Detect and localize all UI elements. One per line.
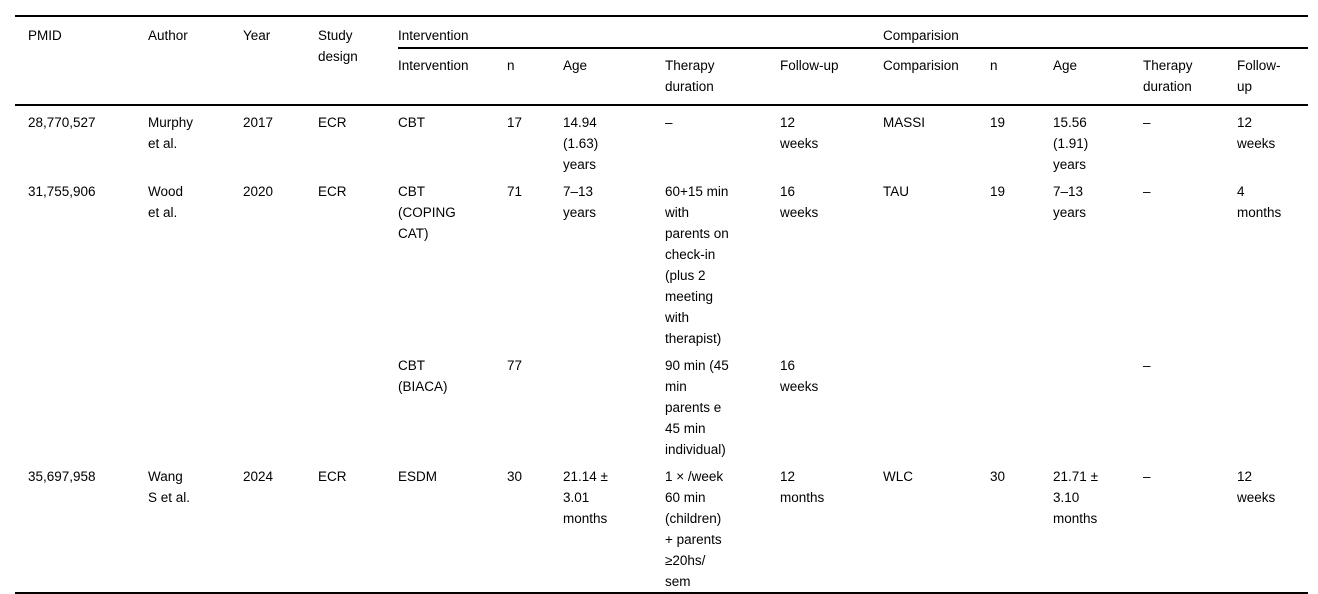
table-row-wood-2020-arm1: 31,755,906 Wood et al. 2020 ECR CBT (COP… — [15, 175, 1308, 349]
cell-comparison-therapy-duration: – — [1143, 469, 1151, 484]
col-header-comparison-follow-up: Follow- up — [1237, 48, 1309, 106]
cell-intervention-name: ESDM — [398, 469, 438, 484]
cell-study-design — [318, 349, 398, 460]
cell-comparison-name: TAU — [883, 184, 910, 199]
cell-comparison-follow-up — [1237, 349, 1308, 460]
cell-intervention-therapy-duration: 1 × /week 60 min (children) + parents ≥2… — [665, 469, 724, 589]
cell-comparison-n — [990, 349, 1053, 460]
cell-comparison-name: MASSI — [883, 115, 926, 130]
cell-comparison-name — [883, 349, 990, 460]
cell-author: Murphy et al. — [148, 115, 194, 151]
cell-year — [243, 349, 318, 460]
col-header-intervention-n: n — [507, 48, 563, 106]
cell-intervention-n: 71 — [507, 184, 523, 199]
cell-pmid: 35,697,958 — [28, 469, 96, 484]
cell-author: Wang S et al. — [148, 469, 191, 505]
cell-intervention-name: CBT (BIACA) — [398, 358, 448, 394]
group-header-comparison: Comparision — [883, 16, 1309, 49]
cell-intervention-follow-up: 16 weeks — [780, 184, 819, 220]
cell-author — [148, 349, 243, 460]
cell-year: 2024 — [243, 469, 274, 484]
table-header: PMID Author Year Study design Interventi… — [15, 16, 1309, 106]
cell-intervention-age: 21.14 ± 3.01 months — [563, 469, 608, 526]
cell-intervention-n: 17 — [507, 115, 523, 130]
cell-intervention-therapy-duration: 60+15 min with parents on check-in (plus… — [665, 184, 729, 346]
cell-comparison-therapy-duration: – — [1143, 115, 1151, 130]
cell-intervention-age — [563, 349, 665, 460]
cell-intervention-name: CBT (COPING CAT) — [398, 184, 456, 241]
cell-intervention-age: 7–13 years — [563, 184, 597, 220]
cell-comparison-n: 19 — [990, 184, 1006, 199]
table-body: 28,770,527 Murphy et al. 2017 ECR CBT 17… — [15, 105, 1308, 593]
cell-comparison-follow-up: 12 weeks — [1237, 115, 1276, 151]
group-header-intervention: Intervention — [398, 16, 884, 49]
col-header-comparison-n: n — [990, 48, 1054, 106]
cell-intervention-follow-up: 12 months — [780, 469, 825, 505]
col-header-study-design: Study design — [318, 16, 398, 106]
cell-comparison-name: WLC — [883, 469, 914, 484]
col-header-author: Author — [148, 16, 243, 106]
cell-intervention-n: 77 — [507, 358, 523, 373]
cell-intervention-follow-up: 12 weeks — [780, 115, 819, 151]
cell-intervention-n: 30 — [507, 469, 523, 484]
table-row-wang-2024: 35,697,958 Wang S et al. 2024 ECR ESDM 3… — [15, 460, 1308, 593]
col-header-intervention-therapy-duration: Therapy duration — [665, 48, 780, 106]
col-header-year: Year — [243, 16, 318, 106]
cell-study-design: ECR — [318, 469, 347, 484]
cell-comparison-age: 7–13 years — [1053, 184, 1087, 220]
group-header-row: PMID Author Year Study design Interventi… — [15, 16, 1309, 106]
col-header-intervention: Intervention — [398, 48, 507, 106]
cell-comparison-therapy-duration: – — [1143, 358, 1151, 373]
col-header-intervention-follow-up: Follow-up — [780, 48, 884, 106]
col-header-comparison-therapy-duration: Therapy duration — [1143, 48, 1238, 106]
cell-author: Wood et al. — [148, 184, 184, 220]
col-header-comparison: Comparision — [883, 48, 991, 106]
cell-comparison-n: 30 — [990, 469, 1006, 484]
col-header-pmid: PMID — [15, 16, 148, 106]
cell-comparison-follow-up: 12 weeks — [1237, 469, 1276, 505]
cell-comparison-age — [1053, 349, 1143, 460]
cell-study-design: ECR — [318, 115, 347, 130]
cell-pmid: 31,755,906 — [28, 184, 96, 199]
cell-pmid — [15, 349, 148, 460]
col-header-comparison-age: Age — [1053, 48, 1144, 106]
cell-comparison-n: 19 — [990, 115, 1006, 130]
cell-comparison-age: 15.56 (1.91) years — [1053, 115, 1089, 172]
cell-comparison-age: 21.71 ± 3.10 months — [1053, 469, 1098, 526]
cell-year: 2017 — [243, 115, 274, 130]
col-header-intervention-age: Age — [563, 48, 665, 106]
cell-year: 2020 — [243, 184, 274, 199]
cell-intervention-age: 14.94 (1.63) years — [563, 115, 599, 172]
table-row-wood-2020-arm2: CBT (BIACA) 77 90 min (45 min parents e … — [15, 349, 1308, 460]
sub-header-row: Intervention n Age Therapy duration Foll… — [15, 48, 1309, 106]
cell-intervention-therapy-duration: – — [665, 115, 673, 130]
table-row-murphy-2017: 28,770,527 Murphy et al. 2017 ECR CBT 17… — [15, 105, 1308, 175]
study-characteristics-table: PMID Author Year Study design Interventi… — [15, 15, 1309, 594]
cell-comparison-therapy-duration: – — [1143, 184, 1151, 199]
cell-intervention-name: CBT — [398, 115, 425, 130]
cell-comparison-follow-up: 4 months — [1237, 184, 1282, 220]
cell-intervention-therapy-duration: 90 min (45 min parents e 45 min individu… — [665, 358, 729, 457]
cell-study-design: ECR — [318, 184, 347, 199]
cell-intervention-follow-up: 16 weeks — [780, 358, 819, 394]
cell-pmid: 28,770,527 — [28, 115, 96, 130]
